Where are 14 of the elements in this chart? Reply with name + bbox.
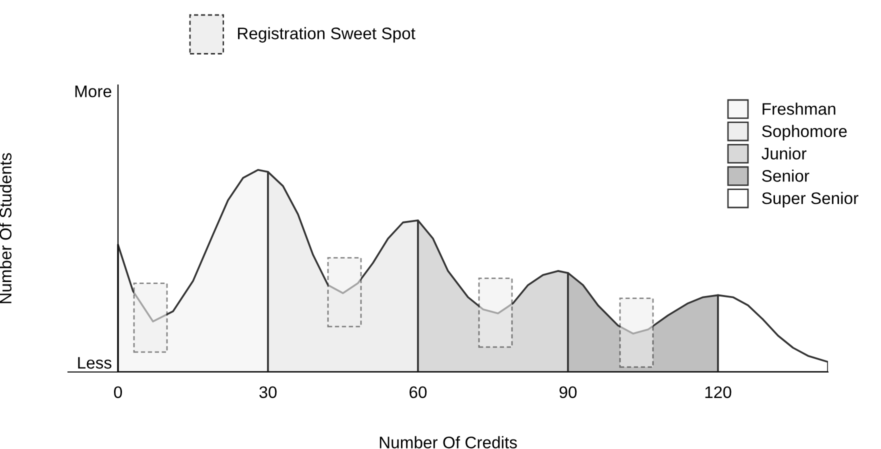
legend-label: Registration Sweet Spot [238, 27, 416, 43]
x-tick-label: 0 [114, 386, 122, 398]
text: More [75, 86, 112, 98]
annotation: Less [78, 357, 112, 369]
legend-label: Junior [762, 147, 806, 160]
legend-label: Super Senior [762, 192, 858, 208]
legend-label: Sophomore [762, 124, 847, 140]
x-axis-title: Number Of Credits [380, 436, 517, 448]
legend-label: Senior [762, 170, 810, 182]
x-tick-label: 60 [410, 386, 427, 398]
x-tick-label: 120 [705, 386, 732, 398]
x-tick-label: 90 [560, 386, 577, 398]
legend-label: Freshman [762, 102, 836, 115]
x-tick-label: 30 [259, 386, 277, 398]
